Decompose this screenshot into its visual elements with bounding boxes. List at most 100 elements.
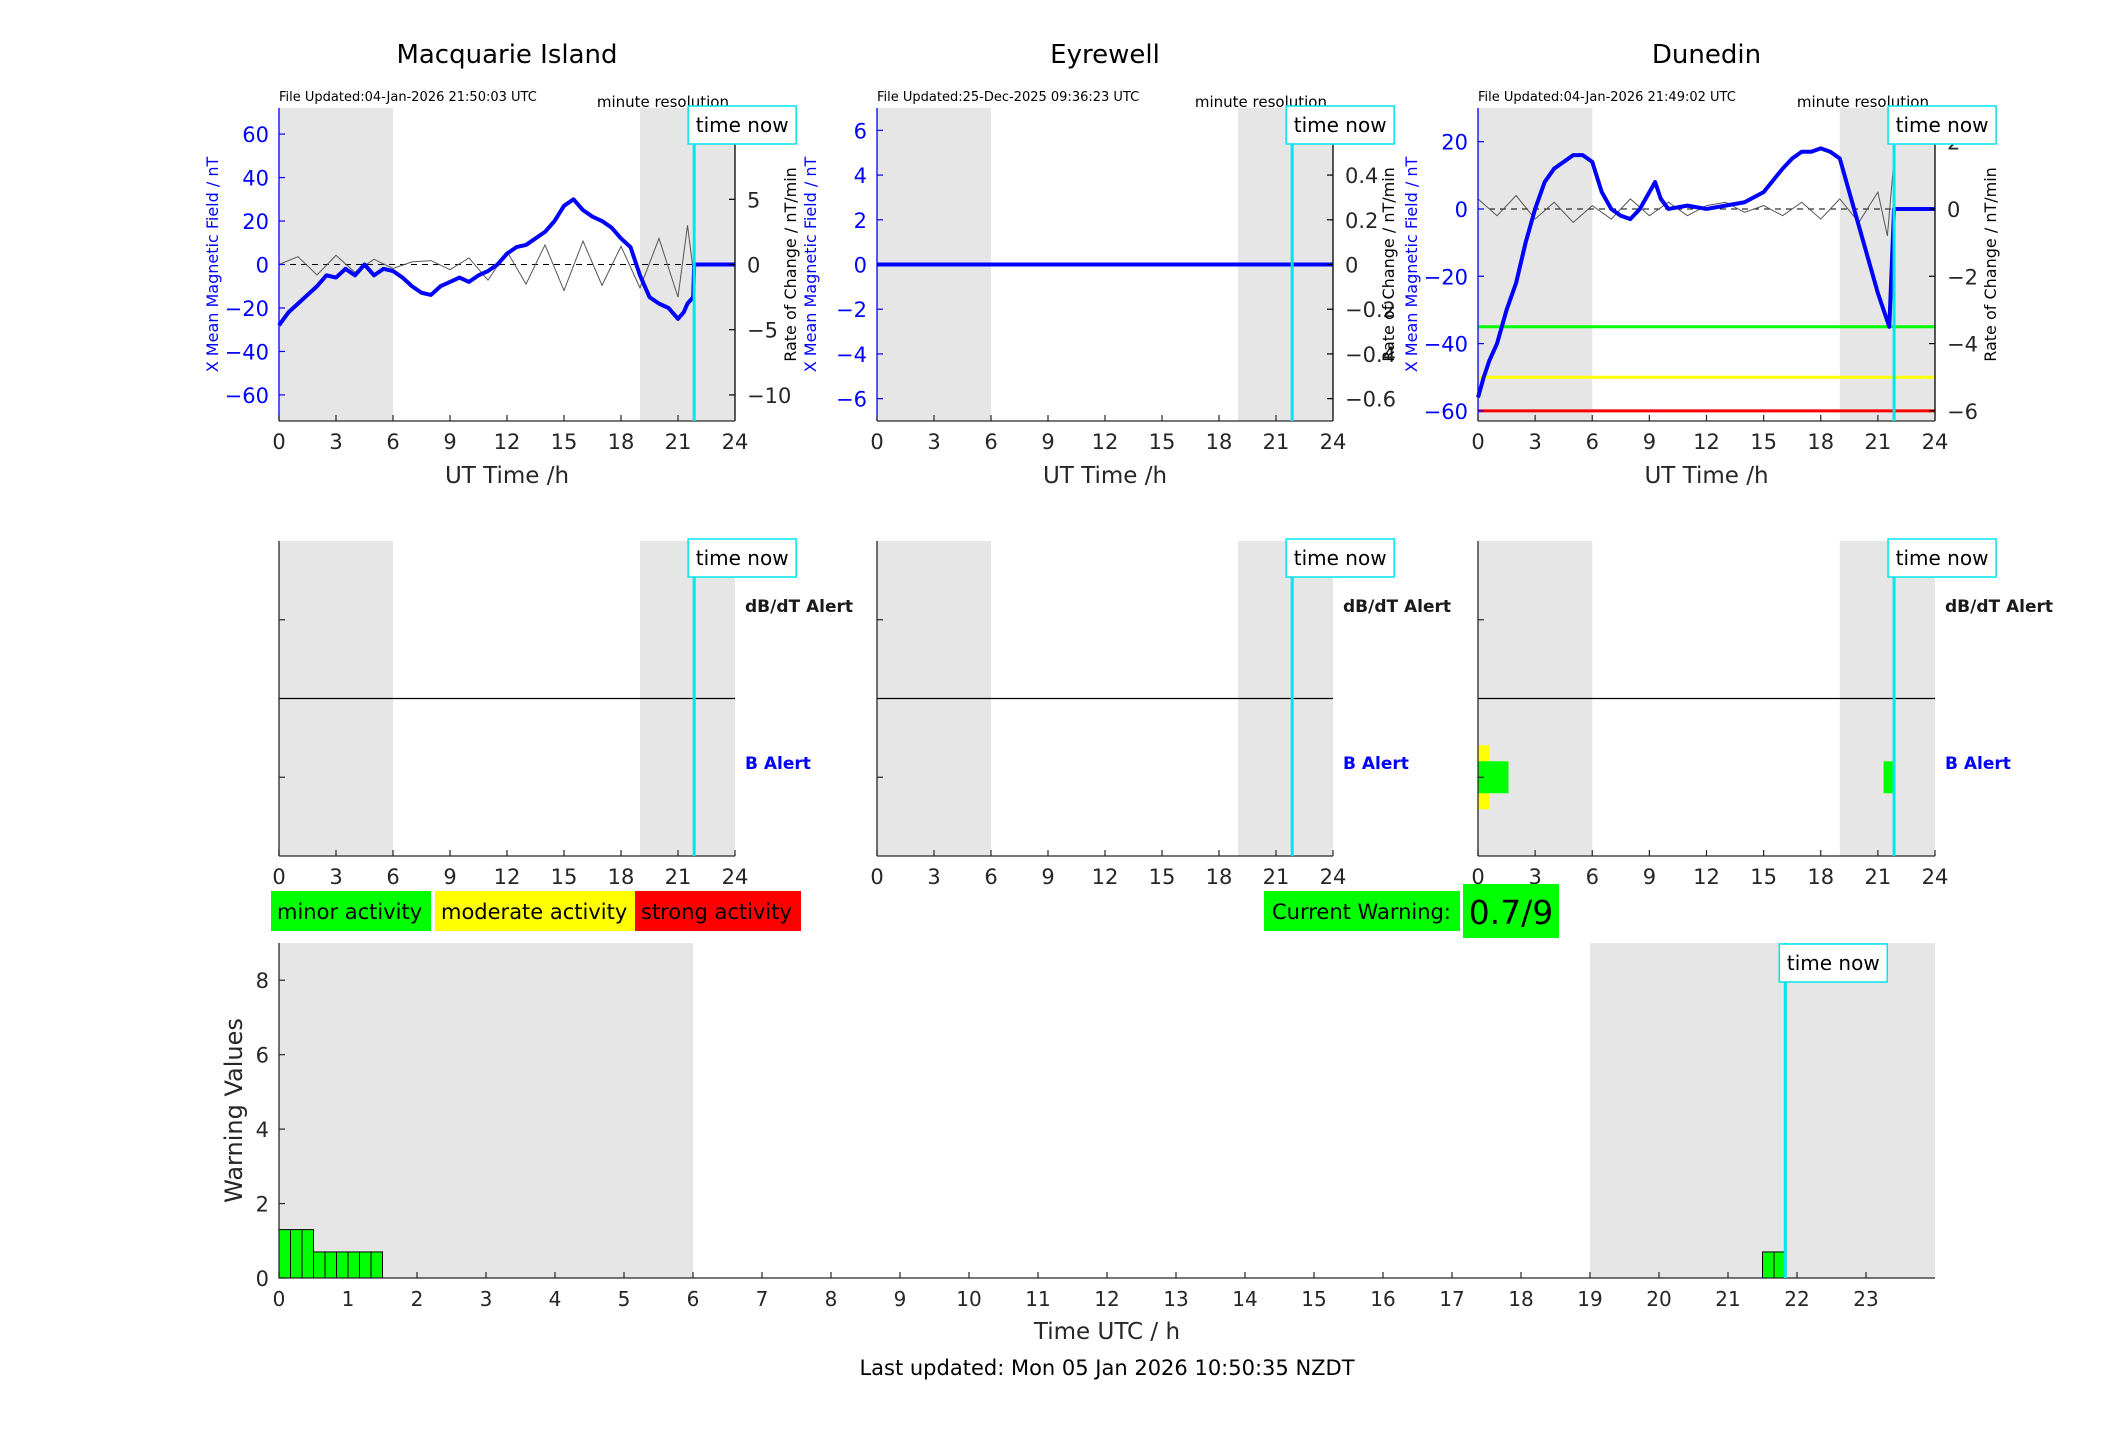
- x-tick-label: 18: [1206, 430, 1233, 454]
- y-tick-label: −60: [1424, 400, 1468, 424]
- x-tick-label: 6: [386, 430, 399, 454]
- x-tick-label: 7: [756, 1287, 769, 1311]
- x-tick-label: 17: [1439, 1287, 1464, 1311]
- y-tick-label: −6: [836, 388, 867, 412]
- x-tick-label: 19: [1577, 1287, 1602, 1311]
- legend-strong-label: strong activity: [641, 900, 792, 924]
- x-tick-label: 15: [1149, 430, 1176, 454]
- y-tick-label: −40: [225, 340, 269, 364]
- file-updated-text: File Updated:25-Dec-2025 09:36:23 UTC: [877, 90, 1139, 105]
- night-shade-band: [279, 943, 693, 1278]
- x-tick-label: 6: [1586, 865, 1599, 889]
- night-shade-band: [1590, 943, 1935, 1278]
- x-tick-label: 9: [1643, 430, 1656, 454]
- x-tick-label: 3: [329, 865, 342, 889]
- x-tick-label: 24: [722, 865, 749, 889]
- x-tick-label: 2: [411, 1287, 424, 1311]
- y2-tick-label: −0.2: [1345, 298, 1396, 322]
- x-tick-label: 8: [825, 1287, 838, 1311]
- magnetic-field-line: [277, 197, 735, 327]
- y-tick-label: 0: [256, 254, 269, 278]
- y-tick-label: −20: [225, 297, 269, 321]
- x-tick-label: 14: [1232, 1287, 1257, 1311]
- y-axis-title: X Mean Magnetic Field / nT: [801, 157, 820, 373]
- y-tick-label: 0: [1455, 198, 1468, 222]
- x-tick-label: 21: [665, 865, 692, 889]
- time-now-box: [1887, 538, 1997, 578]
- x-axis-title: Time UTC / h: [1033, 1319, 1180, 1345]
- warning-bar: [290, 1229, 303, 1279]
- time-now-box: [1887, 105, 1997, 145]
- x-tick-label: 12: [494, 430, 521, 454]
- x-tick-label: 6: [984, 865, 997, 889]
- y2-tick-label: 0.4: [1345, 164, 1378, 188]
- file-updated-text: File Updated:04-Jan-2026 21:50:03 UTC: [279, 90, 537, 105]
- x-tick-label: 18: [1807, 430, 1834, 454]
- y-tick-label: 20: [1441, 131, 1468, 155]
- x-tick-label: 0: [870, 430, 883, 454]
- x-tick-label: 12: [1693, 430, 1720, 454]
- warning-bar: [347, 1251, 361, 1279]
- y2-tick-label: 0.2: [1345, 209, 1378, 233]
- night-shade-band: [1839, 108, 1935, 421]
- y-axis-title: Warning Values: [220, 1018, 248, 1203]
- x-tick-label: 24: [1922, 430, 1949, 454]
- y-tick-label: −40: [1424, 333, 1468, 357]
- y-tick-label: −2: [836, 298, 867, 322]
- time-now-label: time now: [696, 113, 789, 137]
- x-tick-label: 0: [1471, 865, 1484, 889]
- x-tick-label: 0: [1471, 430, 1484, 454]
- night-shade-band: [1478, 108, 1593, 421]
- current-warning-label: Current Warning:: [1272, 900, 1451, 924]
- x-tick-label: 0: [272, 865, 285, 889]
- x-tick-label: 5: [618, 1287, 631, 1311]
- warning-bar: [313, 1251, 326, 1279]
- warning-bar: [278, 1229, 292, 1279]
- x-tick-label: 15: [551, 430, 578, 454]
- x-tick-label: 3: [927, 865, 940, 889]
- x-tick-label: 3: [1528, 430, 1541, 454]
- x-tick-label: 15: [1750, 430, 1777, 454]
- x-tick-label: 9: [1643, 865, 1656, 889]
- y2-tick-label: −5: [747, 319, 778, 343]
- warning-bar: [324, 1251, 338, 1279]
- current-warning-value: 0.7/9: [1469, 893, 1554, 932]
- x-tick-label: 6: [984, 430, 997, 454]
- y2-tick-label: −6: [1947, 400, 1978, 424]
- x-tick-label: 11: [1025, 1287, 1050, 1311]
- x-tick-label: 12: [1094, 1287, 1119, 1311]
- x-tick-label: 24: [722, 430, 749, 454]
- warning-bar: [335, 1251, 349, 1279]
- alert-chart-macquarie-island: 0 3 6 9 12 15 18 21 24 dB/dT Alert B Alert time now: [272, 538, 853, 889]
- dbdt-alert-label: dB/dT Alert: [745, 597, 853, 617]
- dbdt-alert-label: dB/dT Alert: [1945, 597, 2053, 617]
- y-tick-label: −4: [836, 343, 867, 367]
- alert-chart-dunedin: 0 3 6 9 12 15 18 21 24 dB/dT Alert B Alert time now: [1471, 538, 2053, 889]
- x-tick-label: 21: [1865, 865, 1892, 889]
- time-now-box: [1285, 538, 1395, 578]
- station-title: Macquarie Island: [396, 40, 617, 70]
- y-tick-label: 40: [242, 167, 269, 191]
- x-tick-label: 10: [956, 1287, 981, 1311]
- warning-bar: [359, 1251, 372, 1279]
- legend-minor-swatch: [271, 891, 431, 931]
- activity-legend: minor activity moderate activity strong ac…: [271, 891, 801, 931]
- y2-tick-label: −2: [1947, 265, 1978, 289]
- time-now-box: [1778, 943, 1889, 983]
- y2-tick-label: −4: [1947, 333, 1978, 357]
- x-tick-label: 15: [1750, 865, 1777, 889]
- x-tick-label: 15: [551, 865, 578, 889]
- x-tick-label: 12: [1092, 430, 1119, 454]
- y-tick-label: 20: [242, 210, 269, 234]
- magnetic-field-line: [1476, 146, 1935, 398]
- y-tick-label: 0: [256, 1267, 269, 1291]
- x-tick-label: 24: [1320, 430, 1347, 454]
- y-tick-label: 6: [854, 119, 867, 143]
- b-alert-label: B Alert: [1343, 754, 1409, 774]
- rate-of-change-line: [1477, 158, 1895, 236]
- time-now-label: time now: [1787, 951, 1880, 975]
- x-tick-label: 22: [1784, 1287, 1809, 1311]
- current-warning-value-box: [1463, 884, 1559, 938]
